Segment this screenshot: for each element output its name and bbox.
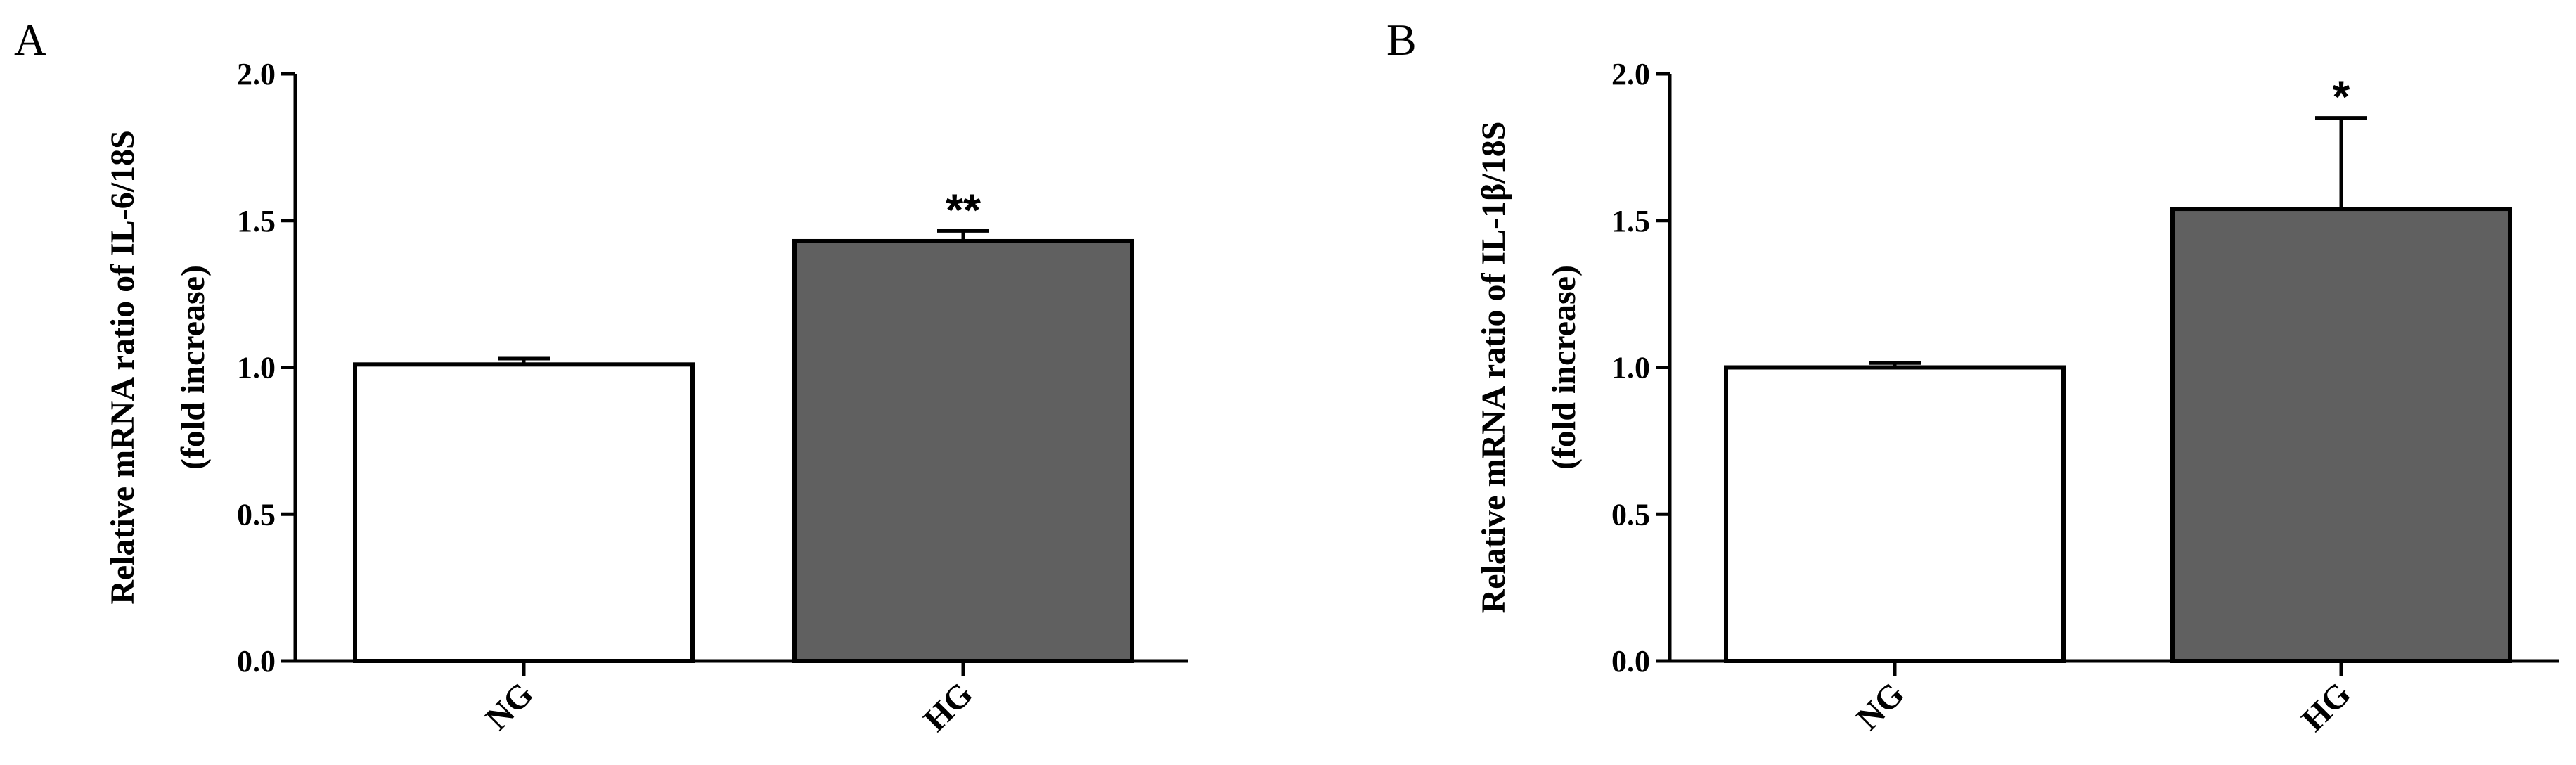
y-axis-title-line2: (fold increase) — [174, 265, 212, 470]
y-axis-title-line2: (fold increase) — [1545, 265, 1583, 470]
y-tick-label: 1.5 — [237, 204, 276, 238]
bar-hg — [2170, 207, 2512, 663]
chart-panel-a: A Relative mRNA ratio of IL-6/18S (fold in… — [14, 15, 1188, 739]
bar-ng — [1724, 365, 2066, 663]
bar-hg — [792, 238, 1134, 664]
y-axis-title: Relative mRNA ratio of IL-1β/18S — [1475, 122, 1512, 614]
y-tick-label: 2.0 — [237, 57, 276, 91]
panel-letter: A — [14, 15, 46, 65]
y-tick-label: 0.0 — [237, 644, 276, 679]
y-axis-title: Relative mRNA ratio of IL-6/18S — [104, 130, 141, 605]
significance-marker: ** — [946, 184, 981, 235]
y-tick-label: 1.0 — [1611, 351, 1650, 385]
y-tick-label: 1.5 — [1611, 204, 1650, 238]
y-tick-label: 0.0 — [1611, 644, 1650, 679]
panel-letter: B — [1386, 15, 1417, 65]
y-tick-label: 0.5 — [237, 497, 276, 532]
x-tick-label: HG — [2295, 675, 2358, 738]
x-tick-label: NG — [1849, 675, 1911, 737]
bar-ng — [353, 362, 695, 663]
y-tick-label: 1.0 — [237, 351, 276, 385]
y-tick-label: 0.5 — [1611, 497, 1650, 532]
y-tick-label: 2.0 — [1611, 57, 1650, 91]
x-tick-label: HG — [917, 675, 980, 738]
significance-marker: * — [2333, 72, 2350, 122]
chart-panel-b: B Relative mRNA ratio of IL-1β/18S (fold i… — [1386, 15, 2559, 739]
x-tick-label: NG — [478, 675, 540, 737]
